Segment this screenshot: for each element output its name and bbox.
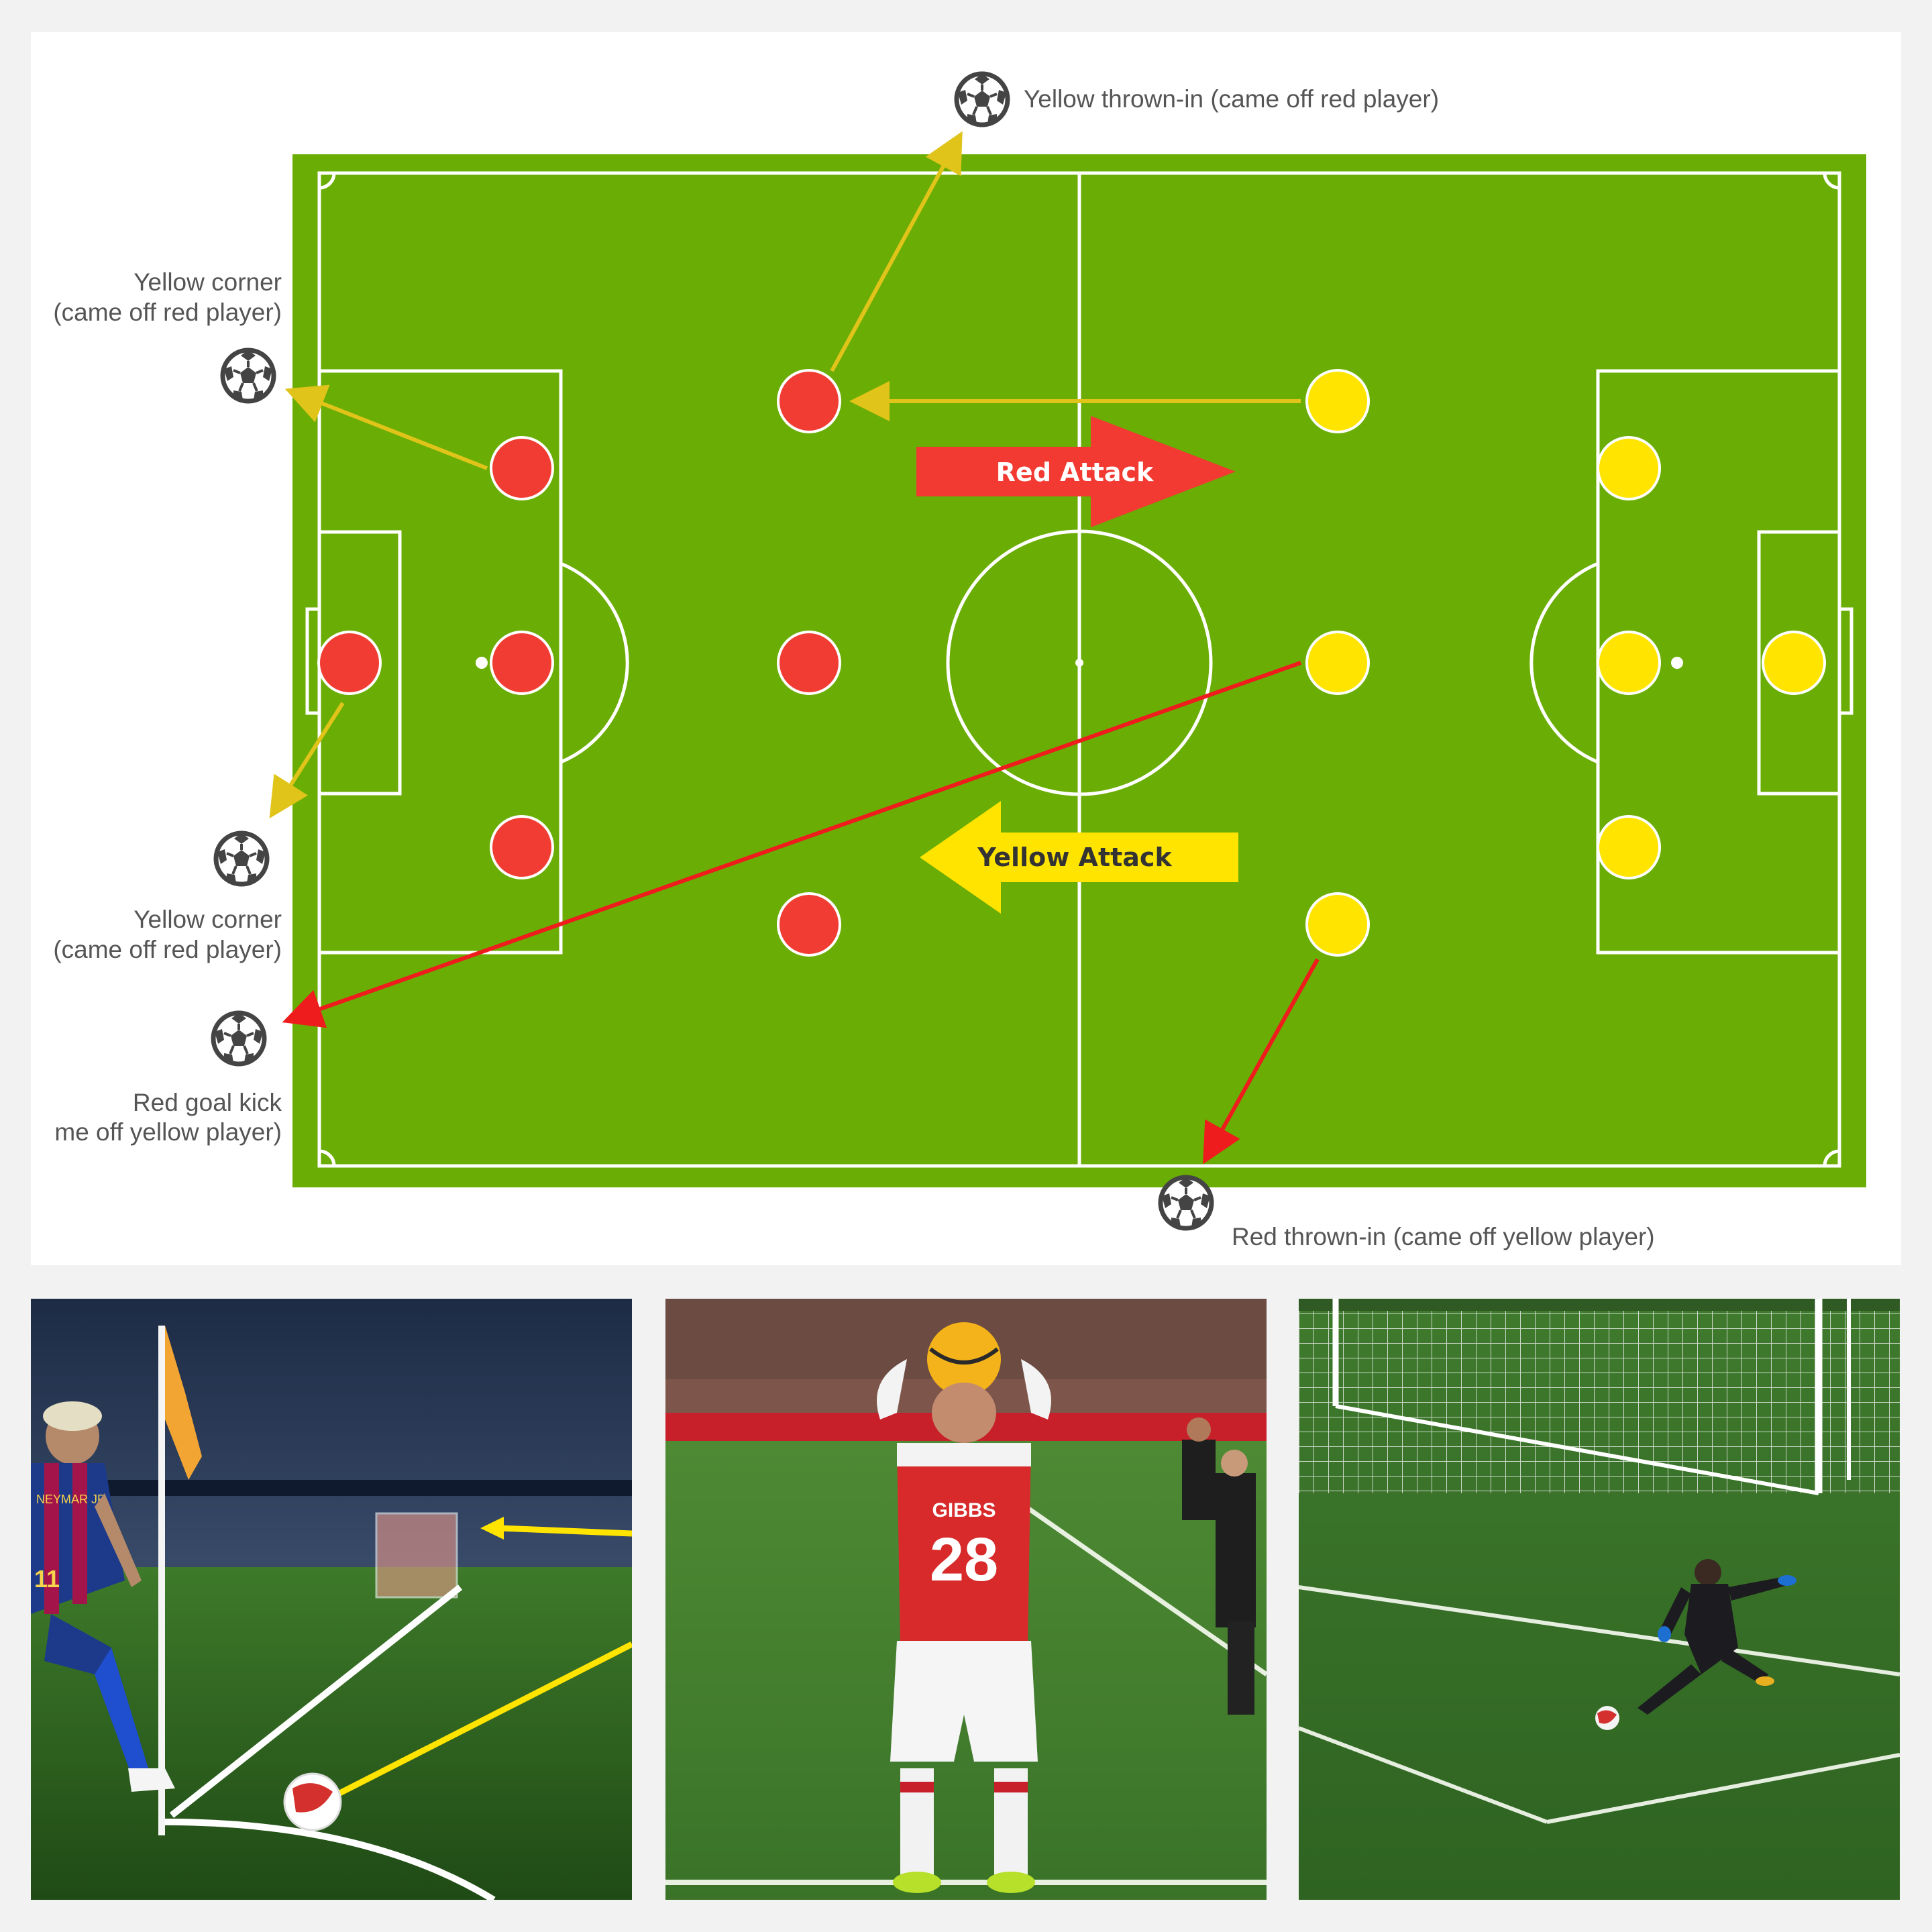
red-team [317,369,841,957]
pass-arrow [1203,958,1320,1165]
pass-arrow [282,661,1301,1028]
corner-flag [165,1326,202,1480]
label-red-goal-kick: Red goal kick [133,1089,282,1116]
red-pass-arrows [282,661,1320,1165]
label-yellow-throw-in: Yellow thrown-in (came off red player) [1024,85,1439,113]
pitch-diagram: Red Attack Yellow Attack [53,32,1866,1250]
photo-throw-in: GIBBS 28 [665,1299,1267,1900]
jersey-name: GIBBS [932,1499,996,1521]
yellow-player [1597,436,1661,500]
photo-corner-kick: 11 NEYMAR JR [31,1299,632,1900]
red-player [490,631,554,695]
pitch-diagram-panel: Red Attack Yellow Attack [31,32,1901,1265]
pass-arrow [269,702,345,819]
player-shorts [890,1641,1038,1762]
background-player [1216,1473,1256,1627]
pass-arrow [830,131,963,372]
yellow-team [1305,369,1826,957]
red-player [490,815,554,879]
yellow-player [1597,631,1661,695]
yellow-player [1762,631,1826,695]
red-player [777,631,841,695]
yellow-pass-arrows [269,131,1301,819]
goal-net [1299,1299,1900,1493]
label-yellow-corner-bottom: Yellow corner [133,906,282,933]
goal-net [375,1512,458,1599]
ball [927,1322,1001,1396]
soccer-ball-icon [213,1013,264,1064]
label-yellow-corner-top: Yellow corner [133,268,282,296]
soccer-ball-icon [1161,1177,1212,1228]
label-yellow-corner-top-sub: (came off red player) [53,299,282,326]
soccer-ball-icon [223,350,274,401]
goalkeeper-kit [1684,1584,1738,1674]
red-player [317,631,382,695]
label-red-throw-in: Red thrown-in (came off yellow player) [1232,1223,1655,1250]
label-yellow-corner-bottom-sub: (came off red player) [53,936,282,963]
photo-goal-kick [1299,1299,1900,1900]
yellow-player [1305,892,1370,957]
pass-arrow [284,384,488,470]
red-player [777,892,841,957]
label-red-goal-kick-sub: me off yellow player) [54,1118,282,1146]
red-player [777,369,841,433]
penalty-spot-right [1671,657,1683,669]
jersey-number: 11 [34,1565,60,1593]
jersey-number: 28 [930,1525,998,1594]
background-player [1182,1440,1216,1520]
player-head [932,1383,996,1443]
yellow-player [1305,369,1370,433]
red-attack-arrow: Red Attack [916,416,1236,527]
yellow-player [1597,815,1661,879]
yellow-attack-label: Yellow Attack [977,843,1172,872]
soccer-ball-icon [216,833,267,884]
yellow-attack-arrow: Yellow Attack [920,801,1238,914]
penalty-spot-left [476,657,488,669]
centre-spot [1075,659,1083,667]
soccer-ball-icon [957,74,1008,125]
yellow-player [1305,631,1370,695]
red-attack-label: Red Attack [996,458,1154,487]
player-head [1695,1559,1721,1586]
player-shirt [897,1443,1031,1648]
jersey-name: NEYMAR JR [36,1493,106,1506]
red-player [490,436,554,500]
